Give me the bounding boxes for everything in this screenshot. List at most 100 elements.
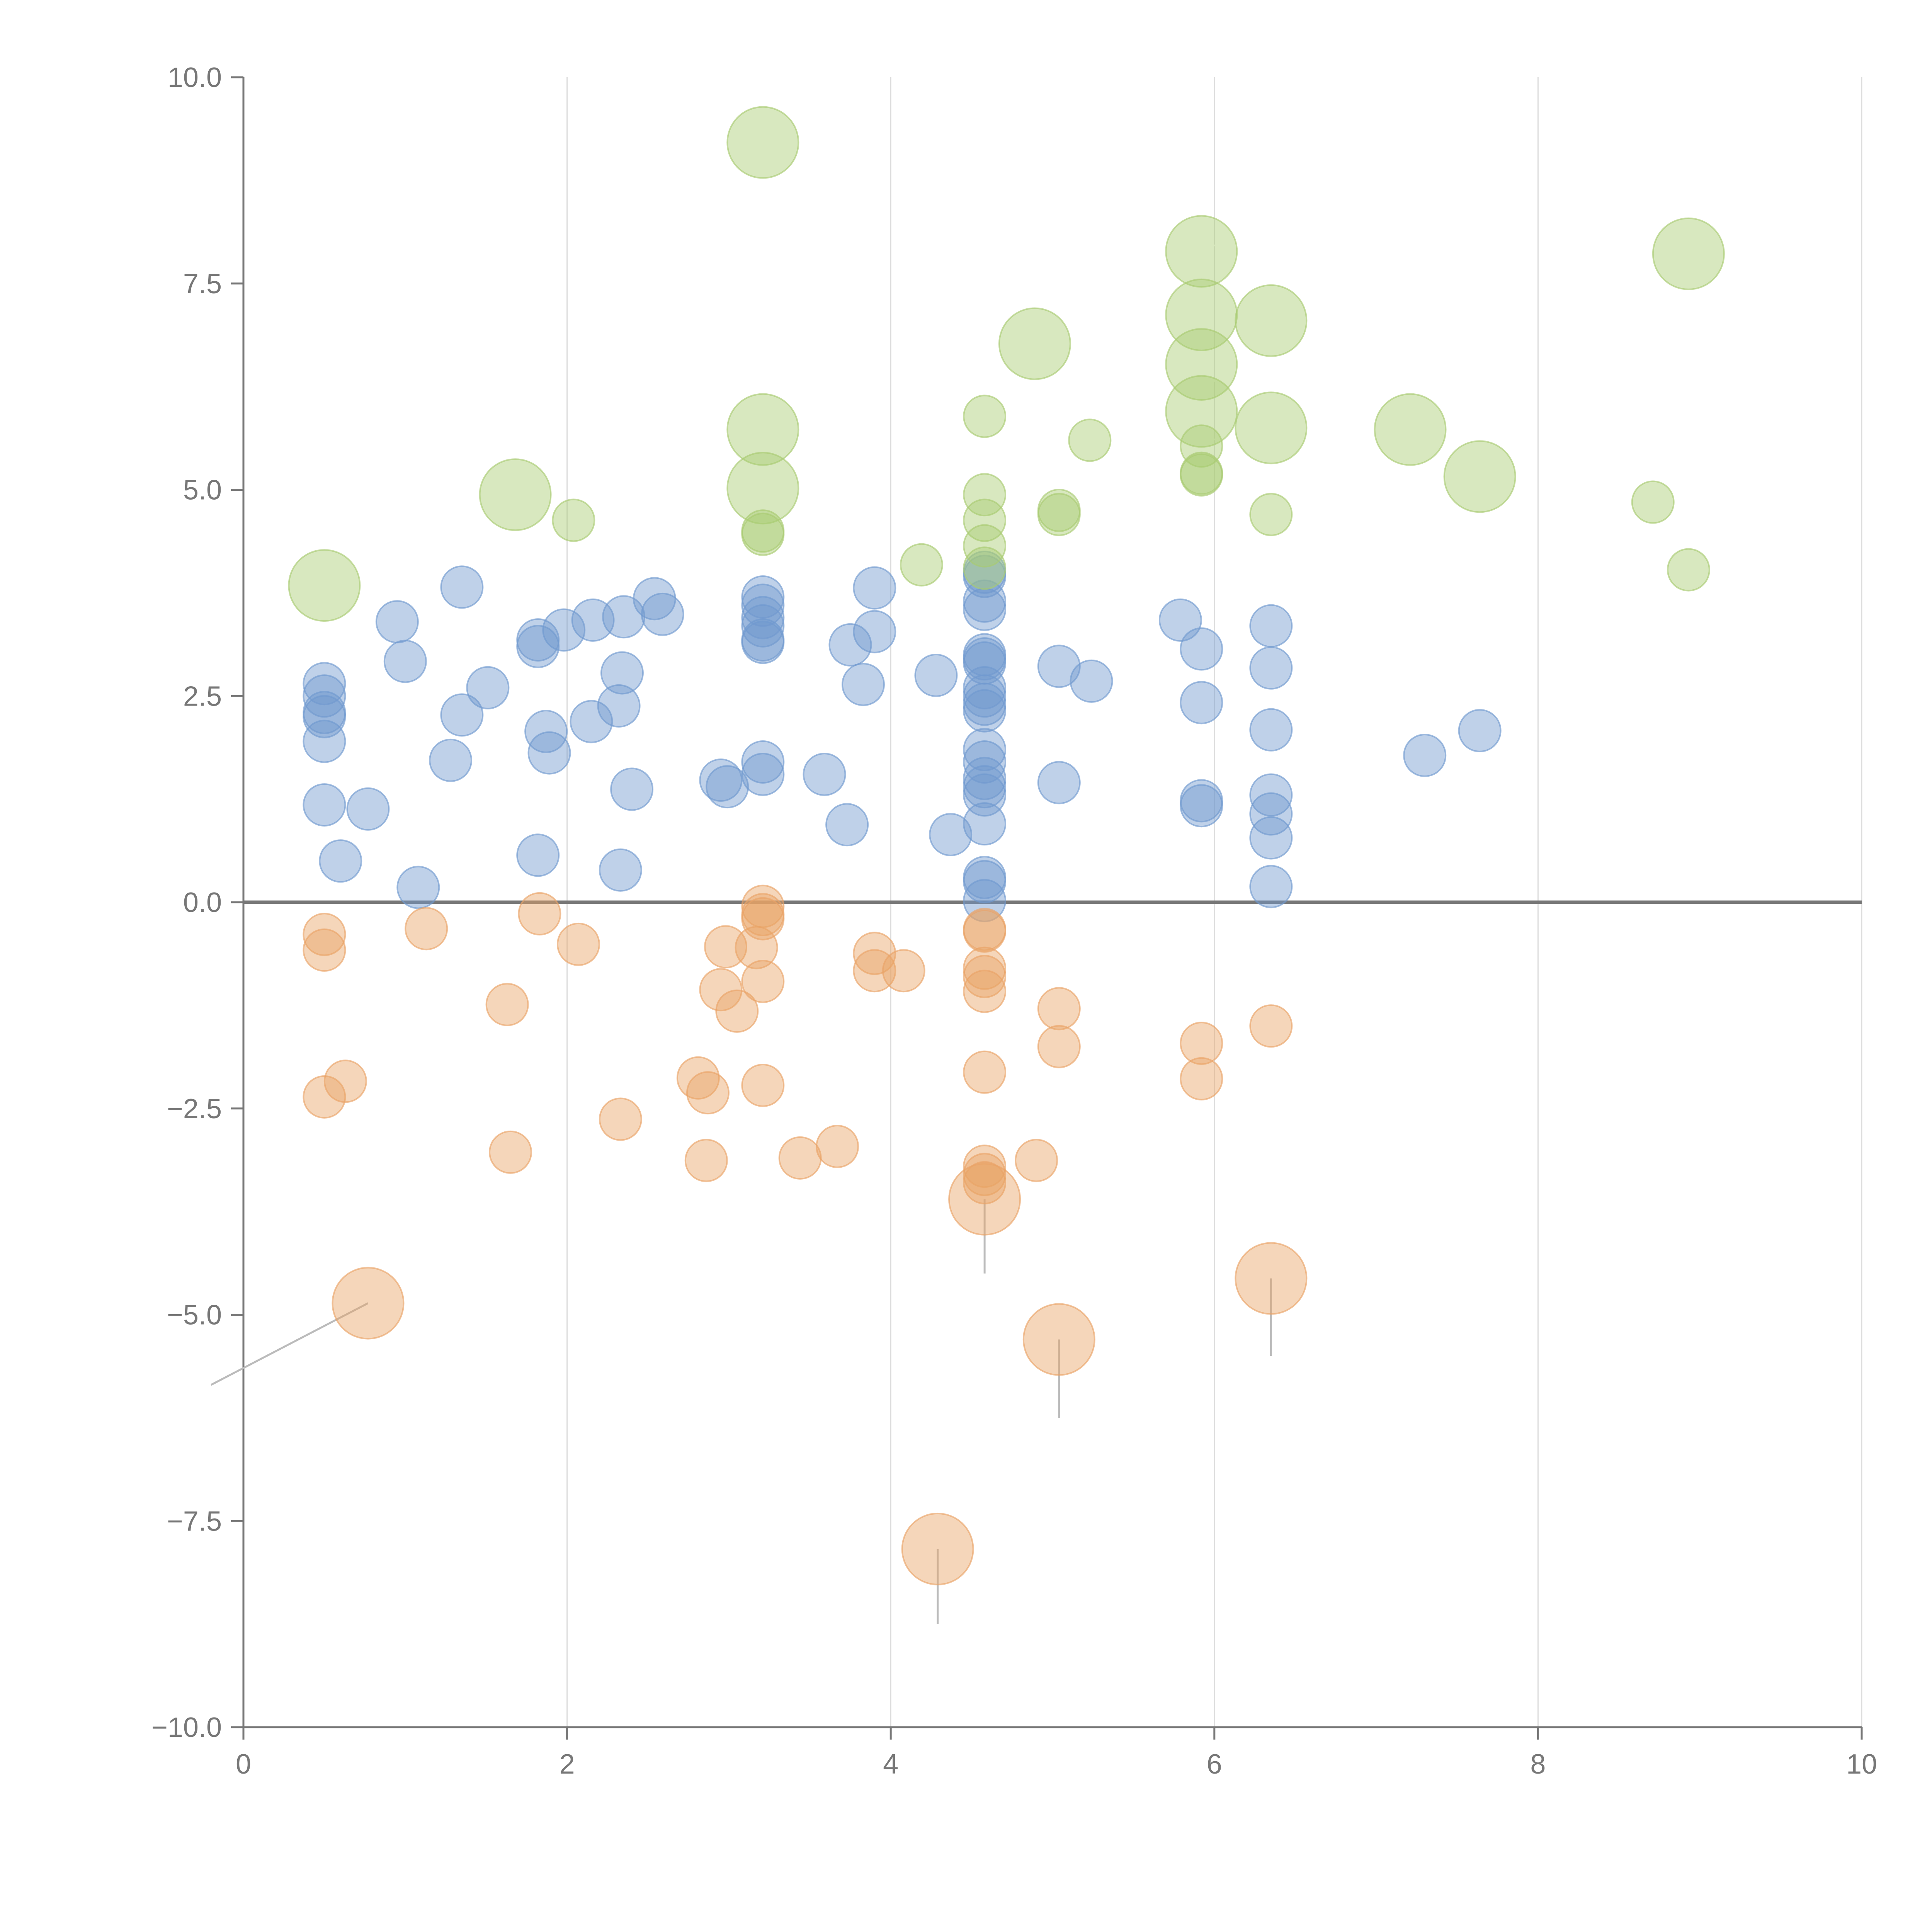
y-tick-label: 2.5 [183, 681, 222, 712]
data-point [1022, 1303, 1095, 1376]
data-point [599, 1097, 642, 1141]
x-tick-label: 4 [883, 1749, 898, 1780]
data-point [825, 803, 869, 847]
data-point [1165, 278, 1238, 351]
label-leader-line [211, 1302, 369, 1386]
data-point [332, 1267, 405, 1340]
data-point [1249, 792, 1293, 836]
data-point [704, 925, 748, 969]
data-point [1180, 627, 1223, 671]
data-point [998, 307, 1071, 380]
data-point [1235, 391, 1308, 464]
data-point [914, 653, 958, 697]
y-tick-label: −2.5 [167, 1094, 222, 1124]
data-point [346, 787, 390, 831]
data-point [1165, 328, 1238, 401]
data-point [288, 549, 361, 622]
data-point [1249, 708, 1293, 752]
data-point [610, 767, 654, 811]
data-point [853, 932, 896, 975]
y-tick-label: −10.0 [151, 1712, 222, 1743]
data-point [815, 1124, 859, 1168]
data-point [1037, 987, 1081, 1031]
data-point [963, 682, 1007, 726]
data-point [963, 955, 1007, 998]
label-leader-line [1201, 364, 1280, 462]
data-point [1249, 1004, 1293, 1048]
data-point [518, 892, 561, 935]
data-point [686, 1071, 730, 1115]
series-positive [303, 551, 1502, 922]
data-point [726, 106, 799, 179]
data-point [963, 395, 1007, 438]
label-leader-line [763, 136, 802, 143]
y-tick-label: −5.0 [167, 1300, 222, 1331]
data-point [1443, 440, 1516, 513]
data-point [1235, 1242, 1308, 1315]
y-tick-label: −7.5 [167, 1506, 222, 1537]
y-tick-label: 7.5 [183, 269, 222, 299]
data-point [489, 1130, 532, 1174]
data-point [963, 498, 1007, 542]
data-point [948, 1163, 1021, 1236]
data-point [882, 949, 925, 993]
data-point [963, 1050, 1007, 1094]
data-point [1165, 215, 1238, 288]
data-point [1652, 217, 1725, 290]
data-point [1037, 1025, 1081, 1068]
data-point [706, 765, 749, 809]
data-point [599, 848, 642, 892]
data-point [1165, 375, 1238, 448]
data-point [963, 689, 1007, 733]
x-tick-label: 8 [1530, 1749, 1546, 1780]
data-point [1403, 733, 1447, 777]
y-tick-label: 0.0 [183, 887, 222, 918]
data-point [929, 813, 973, 856]
leader-lines [211, 136, 1689, 1624]
data-point [303, 1075, 346, 1119]
data-point [542, 608, 586, 652]
data-point [570, 700, 613, 743]
data-point [440, 565, 484, 609]
label-leader-line [1173, 314, 1202, 338]
label-leader-line [514, 468, 536, 495]
data-point [1631, 480, 1675, 524]
data-point [726, 452, 799, 525]
x-tick-label: 10 [1846, 1749, 1877, 1780]
data-point [963, 524, 1007, 568]
label-leader-line [324, 563, 349, 586]
data-point [516, 618, 560, 662]
data-point [303, 719, 346, 763]
label-leader-line [762, 410, 794, 430]
data-point [1180, 453, 1223, 497]
data-point [1249, 493, 1293, 536]
data-point [1667, 548, 1710, 592]
data-point [900, 543, 943, 587]
data-point [853, 566, 896, 610]
data-point [1180, 1057, 1223, 1100]
data-point [1037, 493, 1081, 536]
data-point [516, 833, 560, 877]
data-point [396, 866, 440, 909]
data-point [741, 512, 785, 556]
data-point [1180, 1022, 1223, 1065]
data-point [556, 922, 600, 966]
data-point [405, 907, 448, 951]
x-tick-label: 6 [1207, 1749, 1222, 1780]
data-point [303, 783, 346, 827]
data-point [803, 753, 846, 796]
data-point [597, 684, 641, 728]
data-point [1235, 284, 1308, 357]
data-point [741, 959, 785, 1003]
data-point [715, 989, 759, 1033]
data-point [383, 639, 427, 683]
data-point [527, 731, 571, 775]
data-point [524, 710, 568, 753]
data-point [963, 1161, 1007, 1204]
label-leader-line [1683, 234, 1689, 254]
data-point [741, 753, 785, 796]
data-point [600, 651, 644, 695]
data-point [1037, 761, 1081, 804]
data-point [828, 623, 872, 667]
